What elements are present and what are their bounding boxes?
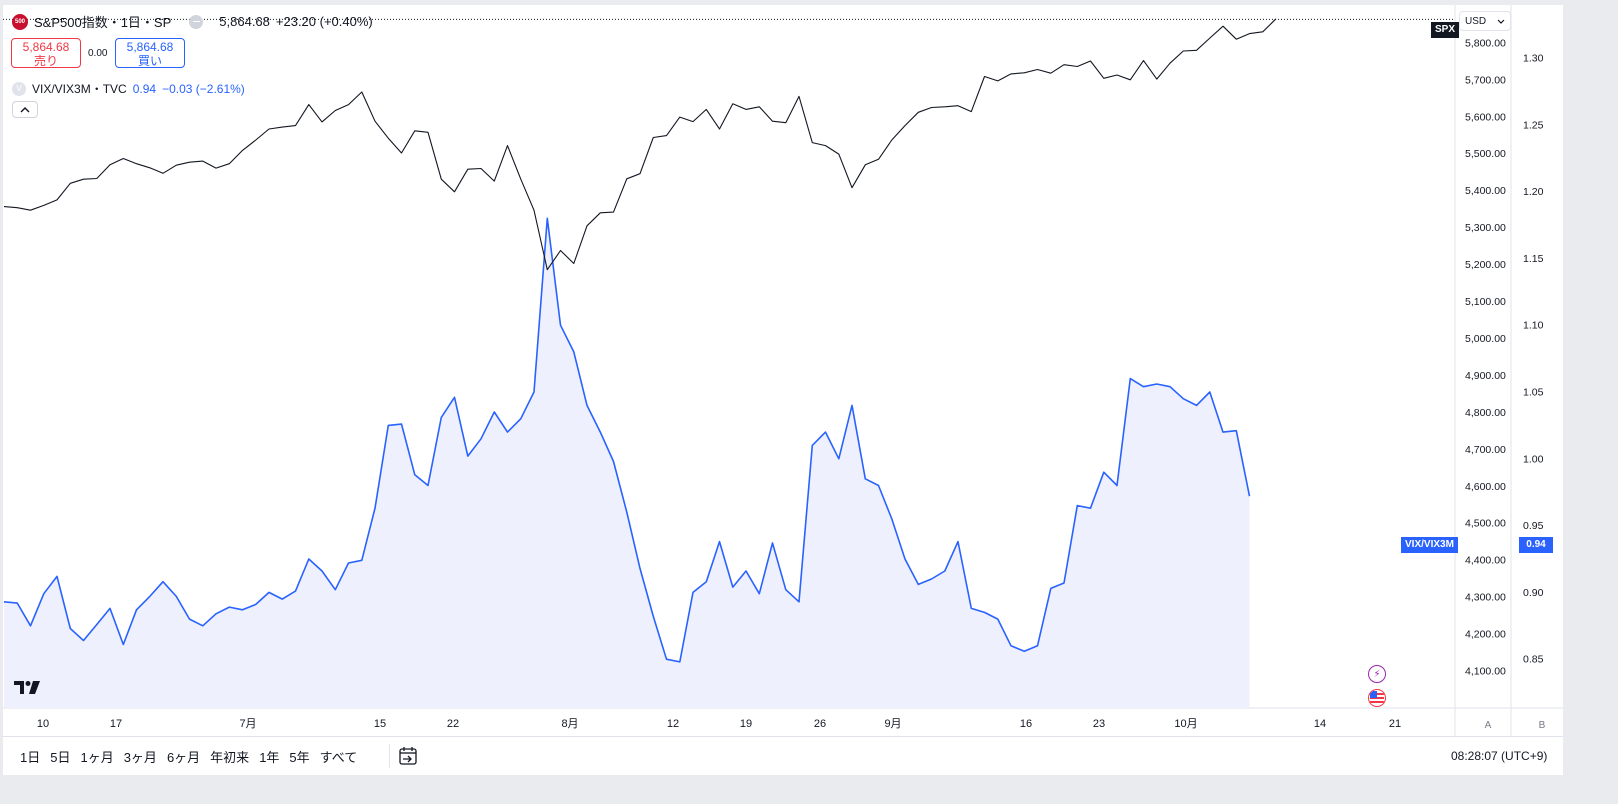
auto-scale-button[interactable]: A [1484, 719, 1492, 731]
time-axis-label: 26 [814, 718, 826, 730]
indicator-name[interactable]: VIX/VIX3M・TVC [32, 82, 127, 96]
indicator-value: 0.94 [132, 81, 157, 96]
clock: 08:28:07 (UTC+9) [1451, 749, 1548, 763]
range-all-button[interactable]: すべて [319, 750, 358, 765]
goto-date-icon[interactable] [397, 746, 419, 766]
time-axis-label: 8月 [561, 718, 578, 730]
indicator-icon: V [12, 81, 26, 96]
scale-b-button[interactable]: B [1538, 719, 1546, 731]
price-axis-label: 4,800.00 [1465, 407, 1506, 419]
time-axis-label: 15 [374, 718, 386, 730]
currency-select[interactable]: USD [1459, 11, 1511, 31]
time-axis-label: 21 [1389, 718, 1401, 730]
price-axis-label: 4,900.00 [1465, 370, 1506, 382]
price-axis-label: 5,800.00 [1465, 37, 1506, 49]
price-axis-label: 4,500.00 [1465, 518, 1506, 530]
toolbar-divider [389, 744, 390, 768]
price-axis-label: 4,700.00 [1465, 444, 1506, 456]
range-1m-button[interactable]: 1ヶ月 [80, 750, 114, 765]
ratio-axis-label: 1.25 [1523, 119, 1544, 131]
sell-button[interactable]: 5,864.68 売り [11, 38, 81, 68]
spread-value: 0.00 [88, 48, 108, 59]
price-axis-label: 4,200.00 [1465, 629, 1506, 641]
time-axis-label: 16 [1020, 718, 1032, 730]
time-axis-label: 14 [1314, 718, 1326, 730]
lightning-icon[interactable]: ⚡ [1368, 665, 1386, 683]
collapse-legend-button[interactable] [12, 101, 38, 118]
price-axis-label: 4,300.00 [1465, 592, 1506, 604]
time-axis-label: 22 [447, 718, 459, 730]
spx-series-line [3, 18, 1277, 271]
range-ytd-button[interactable]: 年初来 [210, 750, 250, 765]
ratio-axis-label: 0.95 [1523, 520, 1544, 532]
price-change: +23.20 (+0.40%) [275, 14, 373, 29]
price-axis-label: 4,600.00 [1465, 481, 1506, 493]
chart-window: 5,800.00 5,700.00 5,600.00 5,500.00 5,400.00… [3, 5, 1563, 775]
price-axis-label: 5,100.00 [1465, 296, 1506, 308]
ratio-axis-label: 1.15 [1523, 253, 1544, 265]
vix-area-fill [4, 218, 1250, 709]
price-axis-label: 5,700.00 [1465, 74, 1506, 86]
time-axis-label: 12 [667, 718, 679, 730]
ratio-axis-label: 1.20 [1523, 186, 1544, 198]
time-axis-label: 10月 [1174, 718, 1197, 730]
vix-value-badge: 0.94 [1519, 537, 1553, 553]
vix-name-badge: VIX/VIX3M [1401, 537, 1458, 553]
price-axis-label: 5,600.00 [1465, 111, 1506, 123]
bottom-toolbar: 1日 5日 1ヶ月 3ヶ月 6ヶ月 年初来 1年 5年 すべて 08:28:07… [3, 736, 1563, 776]
range-6m-button[interactable]: 6ヶ月 [166, 750, 201, 765]
sp500-logo-icon: 500 [12, 13, 28, 30]
time-axis-label: 9月 [884, 718, 901, 730]
buy-button[interactable]: 5,864.68 買い [115, 38, 185, 68]
ratio-axis-label: 0.85 [1523, 654, 1544, 666]
price-axis-label: 5,000.00 [1465, 333, 1506, 345]
ratio-axis-label: 0.90 [1523, 587, 1544, 599]
last-price: 5,864.68 [219, 14, 270, 29]
sell-price: 5,864.68 [22, 40, 70, 54]
price-axis-label: 4,100.00 [1465, 666, 1506, 678]
chevron-down-icon [1497, 19, 1505, 24]
range-3m-button[interactable]: 3ヶ月 [123, 750, 157, 765]
buy-label: 買い [137, 54, 162, 68]
market-closed-icon [189, 14, 204, 29]
symbol-legend[interactable]: 500 S&P500指数・1日・SP 5,864.68 +23.20 (+0.4… [12, 12, 373, 31]
ratio-axis-label: 1.00 [1523, 453, 1544, 465]
flag-stripes-icon [1370, 691, 1384, 705]
price-axis-label: 5,300.00 [1465, 222, 1506, 234]
us-flag-icon[interactable] [1368, 689, 1386, 707]
ratio-axis-label: 1.05 [1523, 387, 1544, 399]
ratio-axis-label: 1.30 [1523, 53, 1544, 65]
price-axis-label: 5,500.00 [1465, 148, 1506, 160]
price-chart[interactable]: 5,800.00 5,700.00 5,600.00 5,500.00 5,400.00… [3, 5, 1563, 736]
vix-series-line [3, 217, 1251, 663]
time-axis-label: 7月 [239, 718, 256, 730]
tradingview-logo-icon[interactable] [14, 681, 44, 695]
range-5y-button[interactable]: 5年 [289, 750, 310, 765]
indicator-change: −0.03 (−2.61%) [162, 81, 245, 96]
ratio-axis-label: 1.10 [1523, 320, 1544, 332]
indicator-legend[interactable]: V VIX/VIX3M・TVC 0.94 −0.03 (−2.61%) [12, 80, 245, 97]
range-5d-button[interactable]: 5日 [50, 750, 71, 765]
spx-price-badge: SPX [1431, 22, 1460, 38]
time-axis-label: 10 [37, 718, 49, 730]
timeframe-buttons: 1日 5日 1ヶ月 3ヶ月 6ヶ月 年初来 1年 5年 すべて [15, 747, 362, 766]
price-axis-label: 5,400.00 [1465, 185, 1506, 197]
buy-price: 5,864.68 [126, 40, 174, 54]
range-1y-button[interactable]: 1年 [259, 750, 280, 765]
chevron-up-icon [20, 106, 30, 112]
symbol-title[interactable]: S&P500指数・1日・SP [34, 15, 172, 30]
currency-label: USD [1465, 15, 1487, 27]
price-axis-label: 4,400.00 [1465, 555, 1506, 567]
price-axis-label: 5,200.00 [1465, 259, 1506, 271]
time-axis-label: 19 [740, 718, 752, 730]
sell-label: 売り [33, 54, 58, 68]
time-axis-label: 17 [110, 718, 122, 730]
range-1d-button[interactable]: 1日 [20, 750, 41, 765]
time-axis-label: 23 [1093, 718, 1105, 730]
